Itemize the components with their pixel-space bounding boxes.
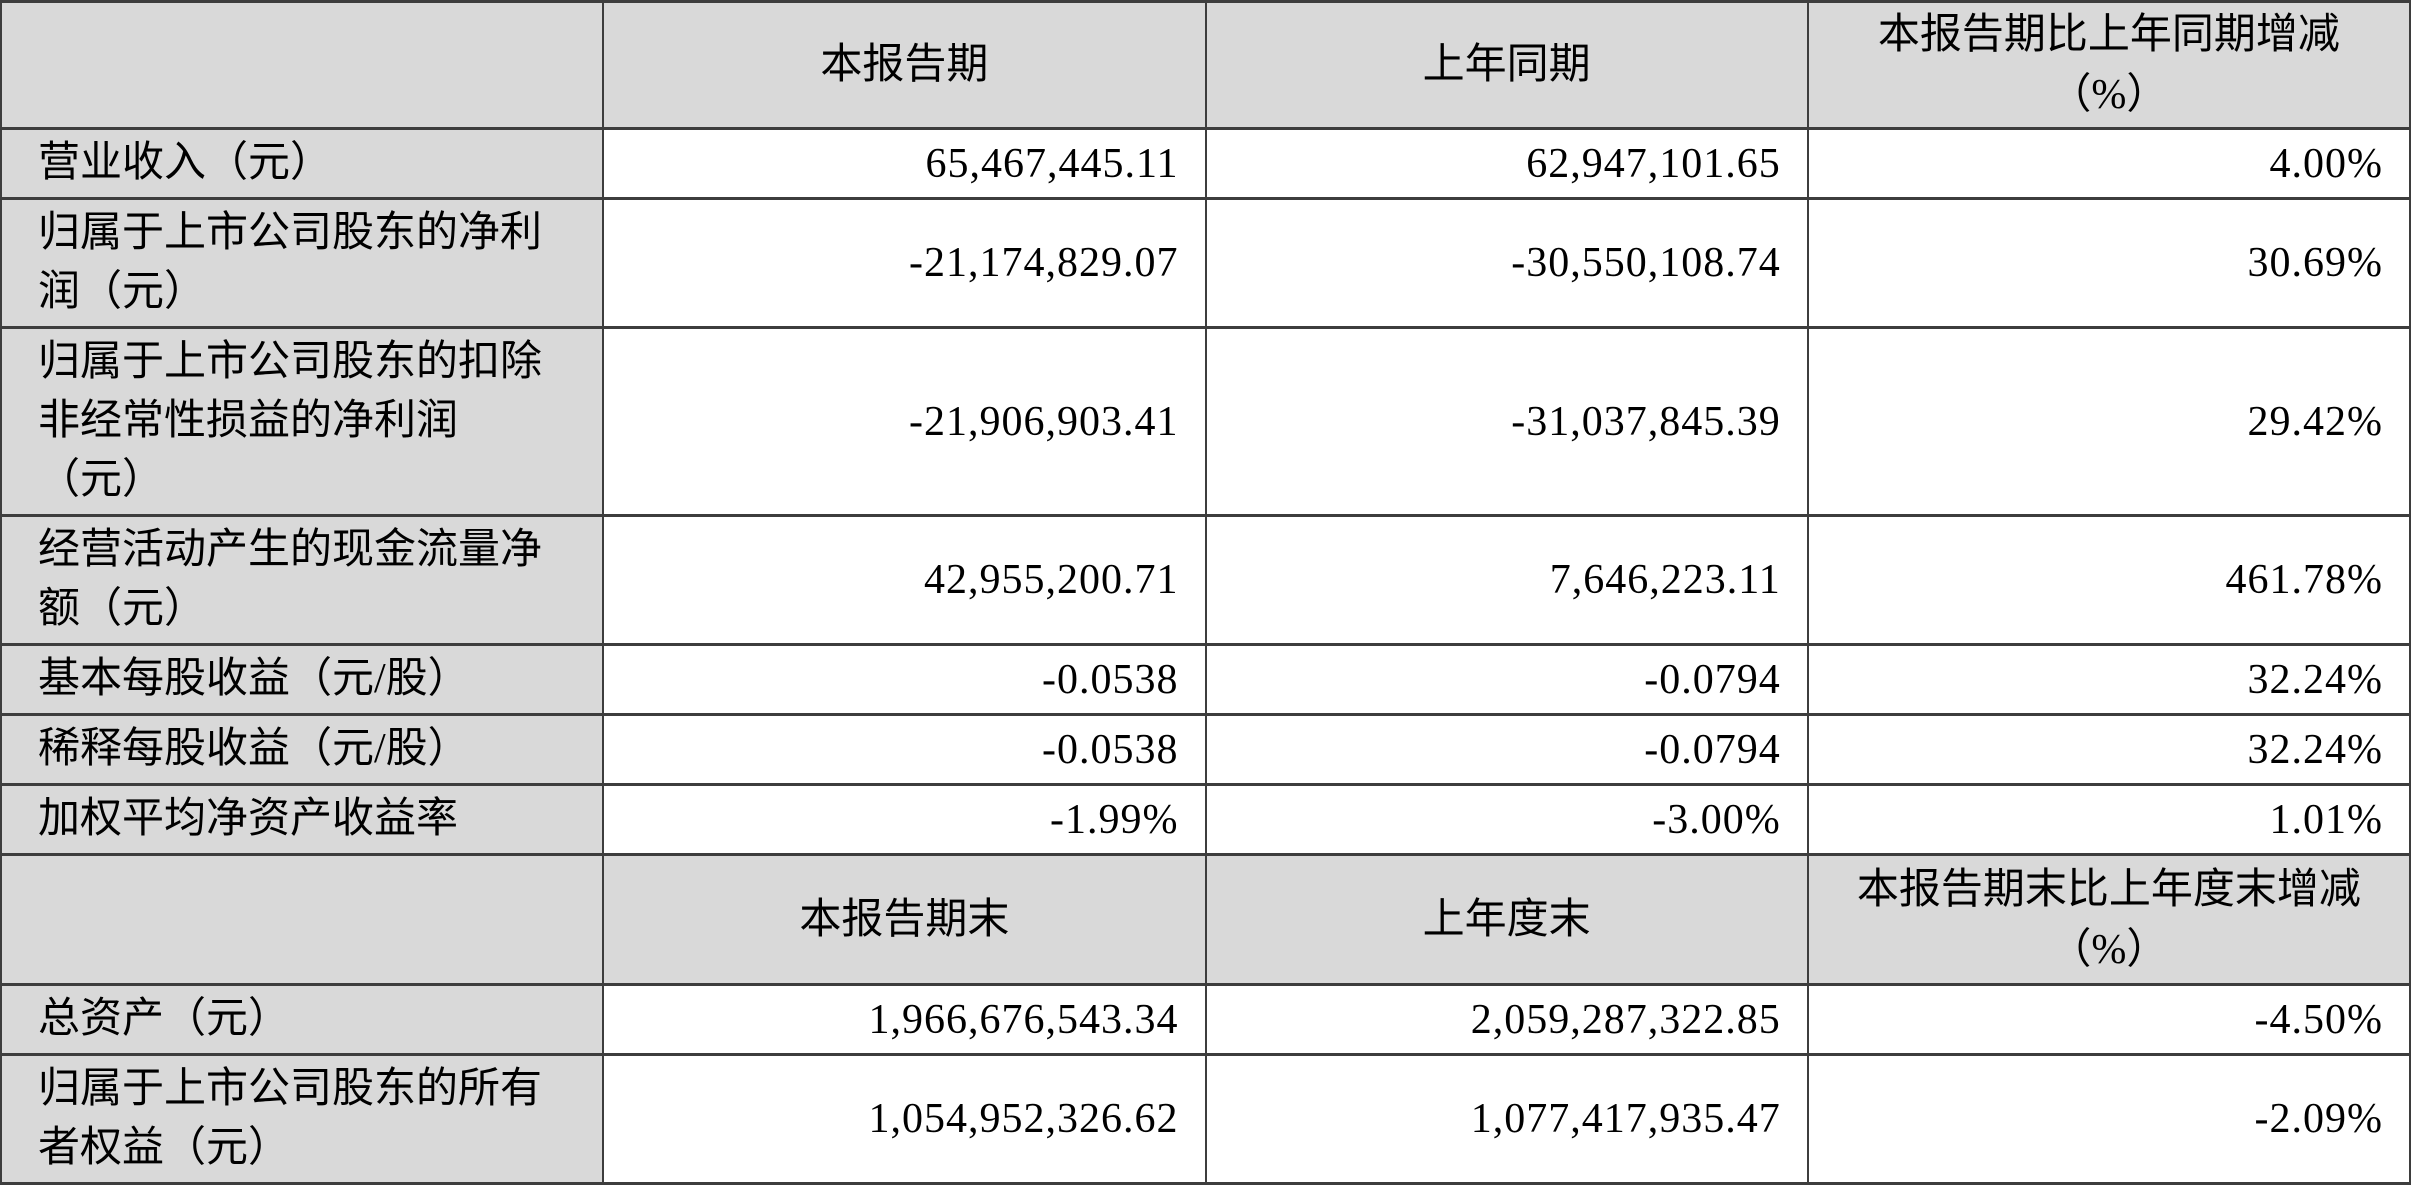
period-end-change-header: 本报告期末比上年度末增减 （%） xyxy=(1806,853,2411,986)
change-value: 29.42% xyxy=(1806,326,2411,517)
period-change-header-line1: 本报告期比上年同期增减 xyxy=(1877,12,2340,58)
prior-value: 1,077,417,935.47 xyxy=(1204,1053,1809,1185)
current-value: -21,174,829.07 xyxy=(602,197,1207,329)
row-label: 总资产（元） xyxy=(0,983,605,1056)
table-row: 归属于上市公司股东的扣除非经常性损益的净利润（元） -21,906,903.41… xyxy=(0,326,2411,517)
row-label: 营业收入（元） xyxy=(0,127,605,200)
prior-value: -0.0794 xyxy=(1204,643,1809,716)
current-value: -1.99% xyxy=(602,783,1207,856)
change-value: 461.78% xyxy=(1806,514,2411,646)
prior-value: -0.0794 xyxy=(1204,713,1809,786)
current-value: -21,906,903.41 xyxy=(602,326,1207,517)
row-label: 稀释每股收益（元/股） xyxy=(0,713,605,786)
table-row: 总资产（元） 1,966,676,543.34 2,059,287,322.85… xyxy=(0,983,2411,1056)
change-value: 1.01% xyxy=(1806,783,2411,856)
prior-value: -3.00% xyxy=(1204,783,1809,856)
period-end-change-header-line1: 本报告期末比上年度末增减 xyxy=(1856,866,2361,913)
current-period-end-header: 本报告期末 xyxy=(602,853,1207,986)
row-label: 归属于上市公司股东的扣除非经常性损益的净利润（元） xyxy=(0,326,605,517)
period-change-header: 本报告期比上年同期增减 （%） xyxy=(1806,0,2411,130)
current-value: -0.0538 xyxy=(602,643,1207,716)
change-value: 4.00% xyxy=(1806,127,2411,200)
table-row: 稀释每股收益（元/股） -0.0538 -0.0794 32.24% xyxy=(0,713,2411,786)
row-label: 经营活动产生的现金流量净额（元） xyxy=(0,514,605,646)
prior-value: -31,037,845.39 xyxy=(1204,326,1809,517)
current-value: -0.0538 xyxy=(602,713,1207,786)
change-value: -2.09% xyxy=(1806,1053,2411,1185)
table-row: 基本每股收益（元/股） -0.0538 -0.0794 32.24% xyxy=(0,643,2411,716)
prior-value: -30,550,108.74 xyxy=(1204,197,1809,329)
section1-empty-header-cell xyxy=(0,0,605,130)
table-row: 营业收入（元） 65,467,445.11 62,947,101.65 4.00… xyxy=(0,127,2411,200)
prior-value: 7,646,223.11 xyxy=(1204,514,1809,646)
current-value: 65,467,445.11 xyxy=(602,127,1207,200)
period-end-change-header-line2: （%） xyxy=(2049,926,2169,973)
prior-value: 62,947,101.65 xyxy=(1204,127,1809,200)
prior-period-header: 上年同期 xyxy=(1204,0,1809,130)
table-row: 归属于上市公司股东的所有者权益（元） 1,054,952,326.62 1,07… xyxy=(0,1053,2411,1185)
prior-year-end-header: 上年度末 xyxy=(1204,853,1809,986)
table-row: 归属于上市公司股东的净利润（元） -21,174,829.07 -30,550,… xyxy=(0,197,2411,329)
section1-header-row: 本报告期 上年同期 本报告期比上年同期增减 （%） xyxy=(0,0,2411,130)
current-period-header: 本报告期 xyxy=(602,0,1207,130)
section2-empty-header-cell xyxy=(0,853,605,986)
change-value: 32.24% xyxy=(1806,643,2411,716)
prior-value: 2,059,287,322.85 xyxy=(1204,983,1809,1056)
period-change-header-line2: （%） xyxy=(2049,72,2169,118)
current-value: 1,054,952,326.62 xyxy=(602,1053,1207,1185)
table-row: 经营活动产生的现金流量净额（元） 42,955,200.71 7,646,223… xyxy=(0,514,2411,646)
section2-header-row: 本报告期末 上年度末 本报告期末比上年度末增减 （%） xyxy=(0,853,2411,986)
change-value: -4.50% xyxy=(1806,983,2411,1056)
change-value: 30.69% xyxy=(1806,197,2411,329)
row-label: 基本每股收益（元/股） xyxy=(0,643,605,716)
current-value: 42,955,200.71 xyxy=(602,514,1207,646)
row-label: 归属于上市公司股东的净利润（元） xyxy=(0,197,605,329)
row-label: 归属于上市公司股东的所有者权益（元） xyxy=(0,1053,605,1185)
table-row: 加权平均净资产收益率 -1.99% -3.00% 1.01% xyxy=(0,783,2411,856)
change-value: 32.24% xyxy=(1806,713,2411,786)
current-value: 1,966,676,543.34 xyxy=(602,983,1207,1056)
row-label: 加权平均净资产收益率 xyxy=(0,783,605,856)
